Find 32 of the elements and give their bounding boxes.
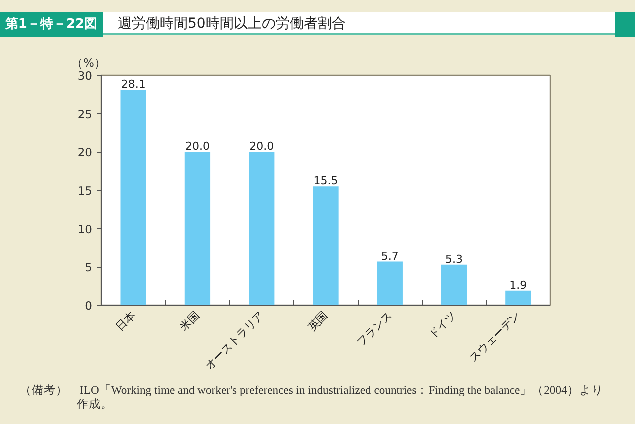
x-tick-label: 英国 — [306, 308, 331, 334]
bar — [506, 290, 532, 306]
x-tick-label: オーストラリア — [202, 308, 266, 373]
y-axis-title: （%） — [72, 56, 106, 70]
x-tick-label: フランス — [354, 308, 395, 350]
data-label: 1.9 — [510, 278, 528, 292]
text: （備考） ILO「Working time and worker's preferences in industrialized countries：Finding the balance」（2004）より作成。 — [19, 384, 604, 412]
x-tick-label: スウェーデン — [467, 308, 524, 365]
data-label: 5.3 — [446, 252, 464, 266]
y-tick-label: 30 — [78, 69, 93, 83]
bar — [120, 90, 146, 306]
data-label: 15.5 — [314, 174, 338, 188]
y-tick-label: 20 — [78, 146, 93, 160]
y-tick-label: 5 — [85, 260, 93, 275]
data-label: 20.0 — [250, 140, 274, 154]
x-tick-label: 米国 — [178, 308, 202, 334]
data-label: 20.0 — [185, 140, 210, 154]
x-tick-label: 日本 — [113, 308, 138, 334]
data-label: 5.7 — [381, 250, 399, 263]
y-tick-label: 0 — [85, 299, 93, 313]
bar — [441, 264, 468, 306]
text: 第1－特－22図 — [0, 12, 103, 37]
bar — [377, 262, 403, 306]
bar — [249, 152, 275, 306]
chart-title: 週労働時間50時間以上の労働者割合 — [118, 15, 346, 34]
bar — [184, 152, 211, 306]
data-label: 28.1 — [121, 78, 146, 92]
y-tick-label: 15 — [78, 184, 93, 198]
y-tick-label: 25 — [78, 107, 93, 122]
x-tick-label: ドイツ — [426, 308, 459, 342]
y-tick-label: 10 — [78, 222, 93, 236]
bar — [313, 186, 339, 306]
